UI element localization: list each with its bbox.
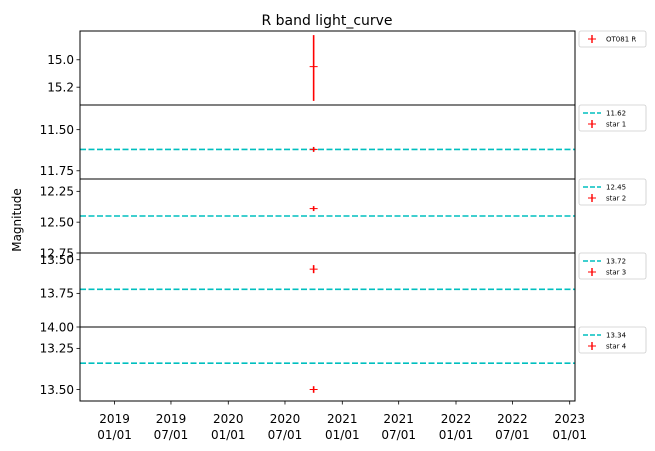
y-tick-label: 14.00: [40, 320, 74, 334]
x-tick: 2021 01/01: [325, 401, 360, 442]
legend-5: 13.34 star 4: [578, 326, 647, 354]
panel-5: 13.25 13.50: [40, 326, 576, 402]
y-tick-label: 12.50: [40, 215, 74, 229]
x-tick: 2019 01/01: [97, 401, 132, 442]
legend-label: OT081 R: [606, 36, 636, 44]
legend-layer: OT081 R 11.62 star 1 12.45 star 2 13.72 star 3…: [578, 30, 647, 354]
plot-layer: 15.015.211.5011.7512.2512.5012.7513.5013…: [40, 30, 576, 402]
x-tick: 2022 01/01: [439, 401, 474, 442]
legend-label: star 2: [606, 195, 626, 203]
legend-entry: 11.62: [583, 110, 626, 118]
legend-4: 13.72 star 3: [578, 252, 647, 280]
y-tick-label: 12.75: [40, 246, 74, 260]
x-tick-label-year: 2021: [327, 412, 358, 426]
y-tick-label: 13.25: [40, 342, 74, 356]
panel-frame: [79, 326, 576, 402]
legend-label: 13.34: [606, 332, 627, 340]
legend-box: [578, 30, 647, 48]
legend-entry: 13.72: [583, 258, 626, 266]
y-tick-label: 11.50: [40, 123, 74, 137]
x-tick-label-year: 2020: [213, 412, 244, 426]
legend-label: 11.62: [606, 110, 626, 118]
data-point: [309, 146, 318, 152]
x-tick: 2019 07/01: [154, 401, 189, 442]
panel-2: 11.50 11.75: [40, 104, 576, 180]
x-tick-label-date: 01/01: [439, 428, 474, 442]
legend-entry: star 2: [588, 194, 626, 203]
legend-entry: 13.34: [583, 332, 627, 340]
panel-4: 13.50 13.75 14.00: [40, 252, 576, 334]
legend-label: 13.72: [606, 258, 626, 266]
y-tick-label: 11.75: [40, 164, 74, 178]
data-point: [309, 386, 318, 393]
x-tick: 2021 07/01: [381, 401, 416, 442]
legend-1: OT081 R: [578, 30, 647, 48]
panel-frame: [79, 104, 576, 180]
x-tick-label-year: 2020: [270, 412, 301, 426]
x-tick-label-year: 2022: [497, 412, 528, 426]
x-tick: 2020 01/01: [211, 401, 246, 442]
y-tick-label: 13.50: [40, 383, 74, 397]
x-tick-label-date: 07/01: [154, 428, 189, 442]
legend-label: star 1: [606, 121, 626, 129]
x-tick-label-year: 2021: [383, 412, 414, 426]
x-tick-label-date: 07/01: [381, 428, 416, 442]
x-tick: 2020 07/01: [268, 401, 303, 442]
x-tick-label-date: 01/01: [552, 428, 587, 442]
x-tick-label-year: 2019: [156, 412, 187, 426]
x-tick-label-date: 01/01: [97, 428, 132, 442]
legend-label: 12.45: [606, 184, 626, 192]
legend-entry: OT081 R: [588, 35, 636, 44]
y-tick-label: 12.25: [40, 185, 74, 199]
x-tick-label-date: 01/01: [211, 428, 246, 442]
x-tick-label-date: 07/01: [495, 428, 530, 442]
x-tick-label-year: 2022: [441, 412, 472, 426]
y-tick-label: 13.75: [40, 287, 74, 301]
data-point: [309, 265, 318, 274]
data-point: [309, 206, 318, 212]
x-tick: 2022 07/01: [495, 401, 530, 442]
panel-frame: [79, 30, 576, 106]
x-tick-label-date: 07/01: [268, 428, 303, 442]
legend-entry: star 4: [588, 342, 627, 351]
x-tick-label-year: 2023: [554, 412, 585, 426]
x-tick-label-year: 2019: [99, 412, 130, 426]
y-tick-label: 13.50: [40, 253, 74, 267]
x-axis: 201901/01201907/01202001/01202007/012021…: [97, 401, 587, 442]
legend-label: star 3: [606, 269, 626, 277]
panel-3: 12.25 12.50 12.75: [40, 178, 576, 260]
panel-1: 15.0 15.2: [47, 30, 576, 106]
legend-entry: star 1: [588, 120, 626, 129]
x-tick: 2023 01/01: [552, 401, 587, 442]
y-axis-label: Magnitude: [10, 188, 24, 252]
y-tick-label: 15.0: [47, 53, 74, 67]
x-tick-label-date: 01/01: [325, 428, 360, 442]
legend-2: 11.62 star 1: [578, 104, 647, 132]
chart-title: R band light_curve: [261, 13, 392, 29]
legend-entry: star 3: [588, 268, 626, 277]
legend-label: star 4: [606, 343, 627, 351]
y-tick-label: 15.2: [47, 80, 74, 94]
legend-entry: 12.45: [583, 184, 626, 192]
legend-3: 12.45 star 2: [578, 178, 647, 206]
data-point: [309, 35, 318, 101]
